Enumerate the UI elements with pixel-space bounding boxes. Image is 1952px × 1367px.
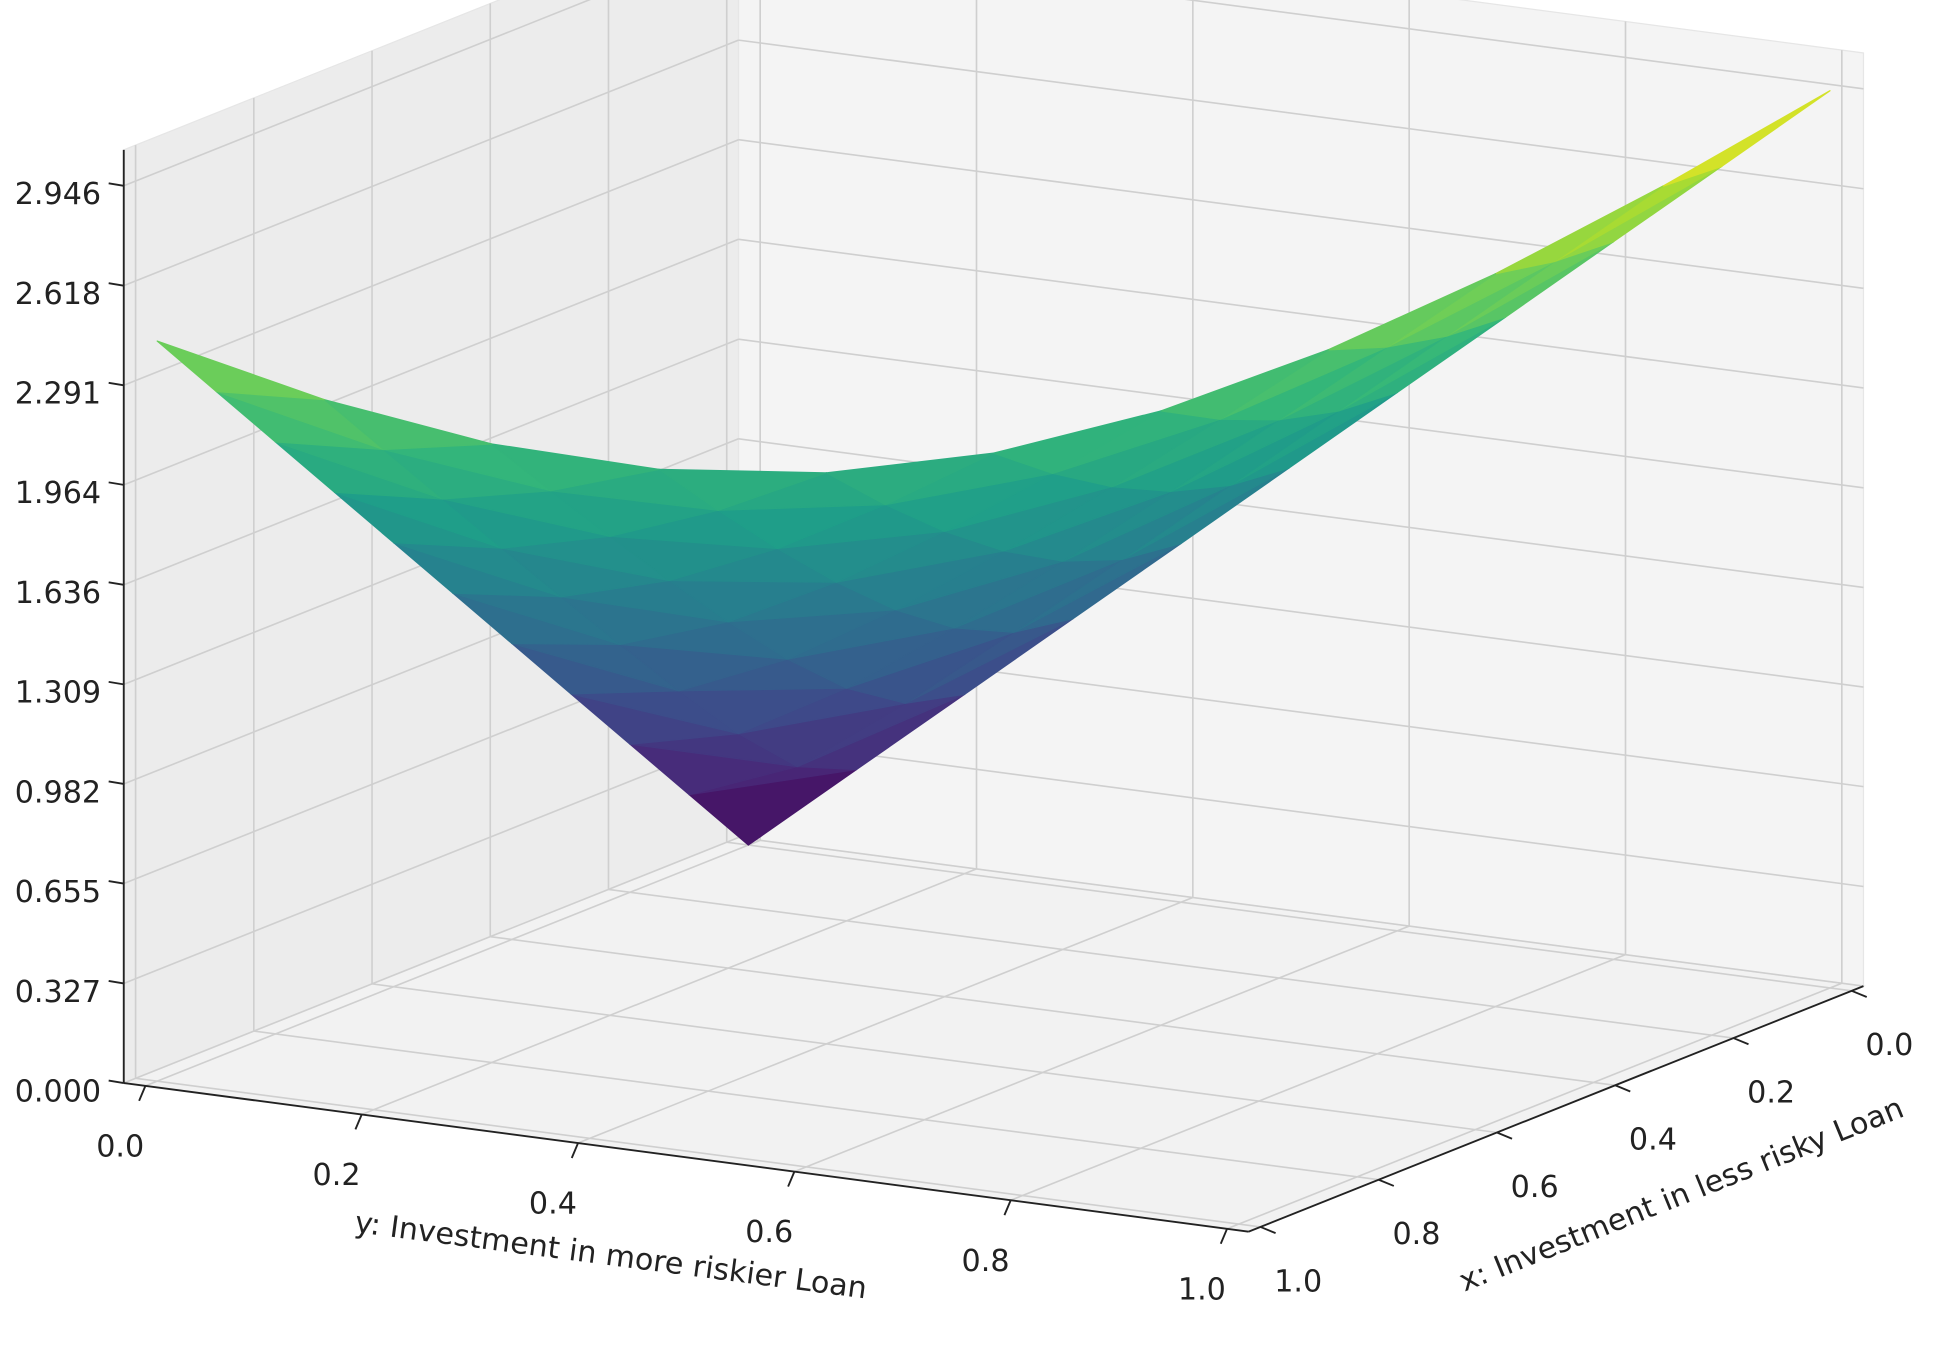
x-tick-label: 0.0 [1865,1028,1913,1063]
x-tick-label: 0.4 [1629,1123,1677,1158]
tick-mark [570,1142,579,1159]
z-tick-label: 2.946 [15,177,101,212]
tick-mark [108,980,124,985]
tick-mark [1260,1226,1276,1235]
tick-mark [1378,1178,1395,1187]
z-tick-label: 1.636 [15,576,101,611]
grid-line [371,983,1498,1134]
axis-line [1248,985,1864,1233]
z-tick-label: 2.618 [15,277,101,312]
tick-mark [1614,1084,1631,1093]
tick-mark [108,780,124,785]
y-tick-label: 0.4 [529,1187,577,1222]
z-tick-label: 1.964 [15,476,101,511]
tick-mark [1851,989,1868,998]
grid-line [123,836,739,1084]
grid-line [608,888,1734,1039]
y-tick-label: 0.8 [962,1244,1010,1279]
z-tick-label: 0.982 [15,776,101,811]
grid-line [123,0,592,187]
tick-mark [138,1085,147,1102]
z-tick-label: 0.000 [15,1075,101,1110]
grid-line [1226,982,1843,1230]
tick-mark [108,680,124,686]
x-tick-label: 0.8 [1392,1217,1440,1252]
grid-line [738,737,1864,888]
surface-facet [491,443,660,492]
grid-line [738,39,1864,190]
tick-mark [108,1079,124,1084]
grid-line [123,39,739,287]
grid-line [738,238,1864,389]
y-tick-label: 0.0 [96,1130,144,1165]
y-tick-label: 1.0 [1178,1273,1226,1308]
z-tick-label: 0.655 [15,875,101,910]
surface [156,90,1831,846]
surface-facet [156,340,326,401]
tick-mark [108,182,124,187]
grid-line [1184,0,1864,90]
z-tick-label: 2.291 [15,377,101,412]
y-tick-label: 0.2 [313,1158,361,1193]
tick-mark [108,282,124,287]
axis-line [123,1082,1249,1233]
tick-mark [108,481,124,486]
grid-line [738,836,1864,987]
grid-line [794,925,1410,1173]
x-tick-label: 0.2 [1747,1076,1795,1111]
grid-line [123,737,739,985]
y-tick-label: 0.6 [745,1215,793,1250]
grid-line [361,868,977,1116]
tick-mark [1496,1131,1513,1140]
x-tick-label: 0.6 [1511,1170,1559,1205]
grid-line [577,896,1194,1144]
grid-line [123,138,739,387]
tick-mark [108,581,124,586]
z-tick-label: 1.309 [15,676,101,711]
tick-mark [787,1171,796,1187]
surface-facet [658,468,827,511]
tick-mark [108,381,124,387]
z-tick-label: 0.327 [15,975,101,1010]
grid-line [738,138,1864,290]
grid-line [490,935,1616,1087]
surface-facet [1327,273,1497,351]
x-tick-label: 1.0 [1274,1264,1322,1299]
grid-line [135,1077,1261,1228]
grid-line [123,238,739,486]
tick-mark [108,880,124,885]
grid-line [253,1030,1379,1181]
surface-facet [323,399,493,451]
surface-facet [1494,185,1664,275]
grid-line [1010,953,1626,1201]
surface-facet [1662,90,1831,187]
tick-mark [1733,1037,1749,1046]
grid-line [726,841,1852,992]
surface-facet [1160,349,1329,420]
tick-mark [1219,1228,1228,1245]
tick-mark [354,1114,363,1130]
grid-line [145,839,761,1087]
surface-facet [825,452,995,506]
tick-mark [1003,1199,1012,1216]
surface-facet [992,410,1162,475]
